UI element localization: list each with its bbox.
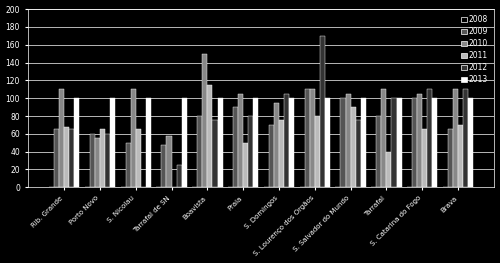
Bar <box>350 107 356 187</box>
Bar <box>346 94 350 187</box>
Bar <box>269 125 274 187</box>
Bar <box>417 94 422 187</box>
Bar <box>130 89 136 187</box>
Bar <box>428 89 432 187</box>
Bar <box>54 129 59 187</box>
Bar <box>315 116 320 187</box>
Bar <box>274 103 279 187</box>
Bar <box>208 85 212 187</box>
Bar <box>100 129 105 187</box>
Bar <box>166 136 172 187</box>
Bar <box>218 98 222 187</box>
Bar <box>376 116 382 187</box>
Bar <box>279 120 284 187</box>
Bar <box>356 120 360 187</box>
Bar <box>289 98 294 187</box>
Bar <box>382 89 386 187</box>
Bar <box>243 143 248 187</box>
Bar <box>453 89 458 187</box>
Bar <box>412 98 417 187</box>
Bar <box>136 129 141 187</box>
Bar <box>162 145 166 187</box>
Legend: 2008, 2009, 2010, 2011, 2012, 2013: 2008, 2009, 2010, 2011, 2012, 2013 <box>458 13 490 87</box>
Bar <box>95 138 100 187</box>
Bar <box>432 98 438 187</box>
Bar <box>468 98 473 187</box>
Bar <box>110 98 115 187</box>
Bar <box>202 54 207 187</box>
Bar <box>392 98 396 187</box>
Bar <box>320 36 325 187</box>
Bar <box>340 98 345 187</box>
Bar <box>90 134 95 187</box>
Bar <box>422 129 428 187</box>
Bar <box>325 98 330 187</box>
Bar <box>254 98 258 187</box>
Bar <box>182 98 187 187</box>
Bar <box>360 98 366 187</box>
Bar <box>126 143 130 187</box>
Bar <box>64 127 69 187</box>
Bar <box>284 94 289 187</box>
Bar <box>212 120 218 187</box>
Bar <box>105 134 110 187</box>
Bar <box>248 116 254 187</box>
Bar <box>386 152 392 187</box>
Bar <box>396 98 402 187</box>
Bar <box>304 89 310 187</box>
Bar <box>197 116 202 187</box>
Bar <box>458 125 463 187</box>
Bar <box>59 89 64 187</box>
Bar <box>146 98 151 187</box>
Bar <box>448 129 453 187</box>
Bar <box>238 94 243 187</box>
Bar <box>463 89 468 187</box>
Bar <box>233 107 238 187</box>
Bar <box>176 165 182 187</box>
Bar <box>74 98 80 187</box>
Bar <box>69 129 74 187</box>
Bar <box>310 89 315 187</box>
